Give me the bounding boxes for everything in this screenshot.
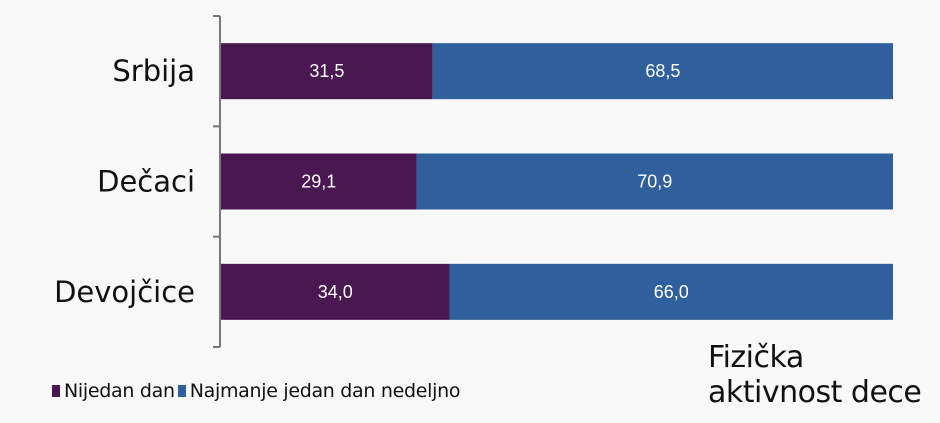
data-label: 31,5 [309, 61, 344, 81]
data-label: 70,9 [637, 172, 672, 192]
legend-label-najmanje-jedan-dan: Najmanje jedan dan nedeljno [189, 380, 461, 402]
bar-segment [221, 43, 433, 100]
bar-segment [221, 153, 417, 210]
legend: Nijedan dan Najmanje jedan dan nedeljno [52, 380, 460, 402]
category-label: Srbija [112, 54, 195, 88]
chart-title: Fizička aktivnost dece [708, 340, 922, 410]
data-label: 68,5 [645, 61, 680, 81]
category-label: Dečaci [97, 165, 195, 199]
data-label: 66,0 [654, 282, 689, 302]
legend-label-nijedan-dan: Nijedan dan [64, 380, 175, 402]
bar-segment [221, 263, 450, 320]
legend-swatch-nijedan-dan [52, 385, 60, 397]
bar-segment [432, 43, 893, 100]
data-label: 34,0 [318, 282, 353, 302]
legend-swatch-najmanje-jedan-dan [177, 385, 186, 397]
bar-segment [449, 263, 893, 320]
bar-segment [416, 153, 893, 210]
category-label: Devojčice [54, 275, 195, 309]
data-label: 29,1 [301, 172, 336, 192]
